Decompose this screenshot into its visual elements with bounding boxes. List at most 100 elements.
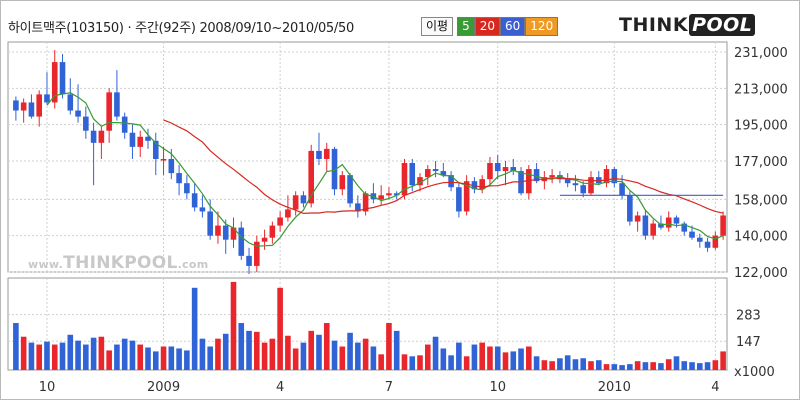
price-tick-label: 177,000 — [734, 155, 788, 170]
volume-bar — [456, 342, 462, 370]
volume-bar — [697, 363, 703, 370]
candle-body — [564, 179, 571, 184]
candle-body — [712, 235, 719, 248]
volume-bar — [230, 281, 237, 370]
volume-bar — [393, 330, 400, 370]
candle-body — [137, 136, 144, 147]
volume-bar — [572, 359, 579, 370]
candle-body — [44, 94, 50, 103]
volume-bar — [300, 342, 307, 370]
volume-bar — [518, 348, 524, 370]
volume-bar — [479, 342, 485, 370]
ma-chip-60[interactable]: 60 — [500, 16, 526, 36]
volume-bar — [83, 344, 89, 370]
volume-bar — [526, 346, 532, 370]
volume-bar — [184, 350, 190, 370]
candle-body — [316, 150, 322, 159]
price-tick-label: 158,000 — [734, 193, 788, 208]
x-tick-label: 2009 — [147, 380, 180, 395]
candle-body — [487, 163, 493, 180]
candle-body — [393, 193, 400, 196]
ma-chip-120[interactable]: 120 — [525, 16, 559, 36]
candle-body — [580, 185, 587, 194]
volume-bar — [627, 364, 633, 370]
candle-body — [665, 217, 672, 228]
volume-bar — [720, 351, 726, 370]
candle-body — [697, 237, 703, 242]
candle-body — [347, 175, 353, 204]
ma-chip-5[interactable]: 5 — [457, 16, 475, 36]
axes: 231,000 213,000 195,000 177,000 158,000 140,0… — [39, 46, 788, 395]
volume-bar — [207, 346, 213, 370]
price-tick-label: 213,000 — [734, 82, 788, 97]
candle-body — [129, 132, 136, 147]
volume-bar — [432, 336, 439, 370]
volume-bar — [487, 346, 493, 370]
volume-bar — [712, 360, 719, 370]
volume-bar — [114, 344, 120, 370]
volume-bar — [254, 331, 260, 370]
candle-body — [588, 177, 594, 194]
candle-body — [160, 158, 167, 161]
candle-body — [331, 148, 338, 190]
candle-body — [83, 116, 89, 131]
candle-body — [207, 211, 213, 236]
volume-bar — [277, 287, 283, 370]
ma-legend-label: 이평 — [421, 16, 454, 36]
candle-body — [440, 171, 447, 176]
volume-bar — [502, 352, 509, 370]
candle-body — [90, 130, 97, 143]
watermark-suffix: .com — [177, 258, 209, 271]
candle-body — [417, 177, 423, 186]
candles — [13, 49, 726, 275]
volume-bar — [36, 344, 42, 370]
volume-bar — [323, 323, 330, 370]
x-tick-label: 7 — [385, 380, 393, 395]
candle-body — [28, 102, 35, 117]
candle-body — [463, 181, 470, 212]
candle-body — [20, 102, 27, 111]
ma-chip-20[interactable]: 20 — [474, 16, 501, 36]
volume-bar — [90, 337, 97, 370]
candle-body — [269, 225, 276, 238]
volume-bar — [347, 332, 353, 370]
volume-bar — [145, 347, 151, 370]
candle-body — [13, 100, 19, 111]
volume-bar — [386, 323, 392, 370]
candle-body — [409, 163, 416, 186]
candle-body — [98, 130, 105, 143]
candle-body — [121, 116, 128, 133]
volume-bar — [689, 362, 695, 370]
volume-bar — [611, 364, 618, 370]
candle-body — [456, 187, 462, 212]
volume-bar — [362, 338, 369, 370]
volume-bar — [580, 358, 587, 370]
watermark: www.THINKPOOL.com — [28, 253, 209, 273]
candle-body — [557, 175, 563, 180]
candle-body — [549, 175, 555, 178]
watermark-prefix: www. — [28, 258, 64, 271]
candle-body — [292, 195, 299, 210]
volume-bar — [98, 336, 105, 370]
candle-body — [479, 179, 485, 190]
candle-body — [603, 169, 610, 184]
moving-average-lines — [46, 92, 724, 247]
volume-bar — [269, 338, 276, 370]
candle-body — [246, 255, 252, 266]
candle-body — [619, 183, 625, 196]
x-tick-label: 10 — [489, 380, 506, 395]
candle-body — [106, 92, 112, 131]
volume-bar — [409, 356, 416, 370]
x-tick-label: 4 — [276, 380, 284, 395]
x-tick-label: 10 — [39, 380, 56, 395]
candle-body — [595, 177, 602, 184]
volume-bar — [463, 356, 470, 370]
price-tick-label: 195,000 — [734, 119, 788, 134]
volume-bar — [191, 287, 198, 370]
candle-body — [339, 175, 346, 190]
candle-body — [254, 241, 260, 266]
volume-bar — [152, 351, 159, 370]
volume-bar — [510, 351, 517, 370]
volume-bar — [650, 362, 656, 370]
volume-bar — [59, 342, 66, 370]
